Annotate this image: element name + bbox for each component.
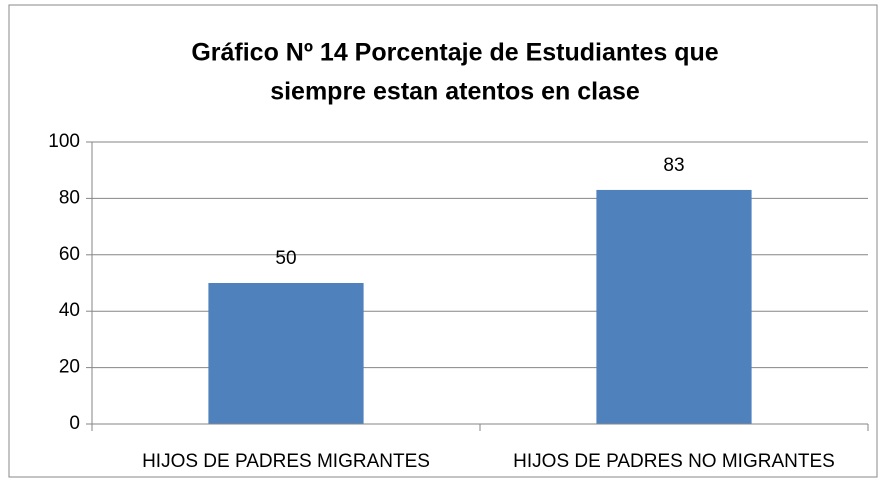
y-tick-label: 20	[59, 357, 80, 378]
x-tick-label: HIJOS DE PADRES MIGRANTES	[142, 451, 430, 472]
bar	[208, 283, 364, 424]
data-label: 50	[275, 248, 296, 269]
chart-title: Gráfico Nº 14 Porcentaje de Estudiantes …	[191, 39, 718, 67]
y-tick-label: 100	[48, 131, 80, 152]
bar	[596, 189, 752, 424]
y-tick-label: 40	[59, 300, 80, 321]
y-tick-label: 60	[59, 244, 80, 265]
y-tick-label: 0	[69, 413, 80, 434]
x-tick-label: HIJOS DE PADRES NO MIGRANTES	[513, 451, 835, 472]
chart-title: siempre estan atentos en clase	[270, 78, 640, 106]
data-label: 83	[663, 155, 684, 176]
y-tick-label: 80	[59, 187, 80, 208]
